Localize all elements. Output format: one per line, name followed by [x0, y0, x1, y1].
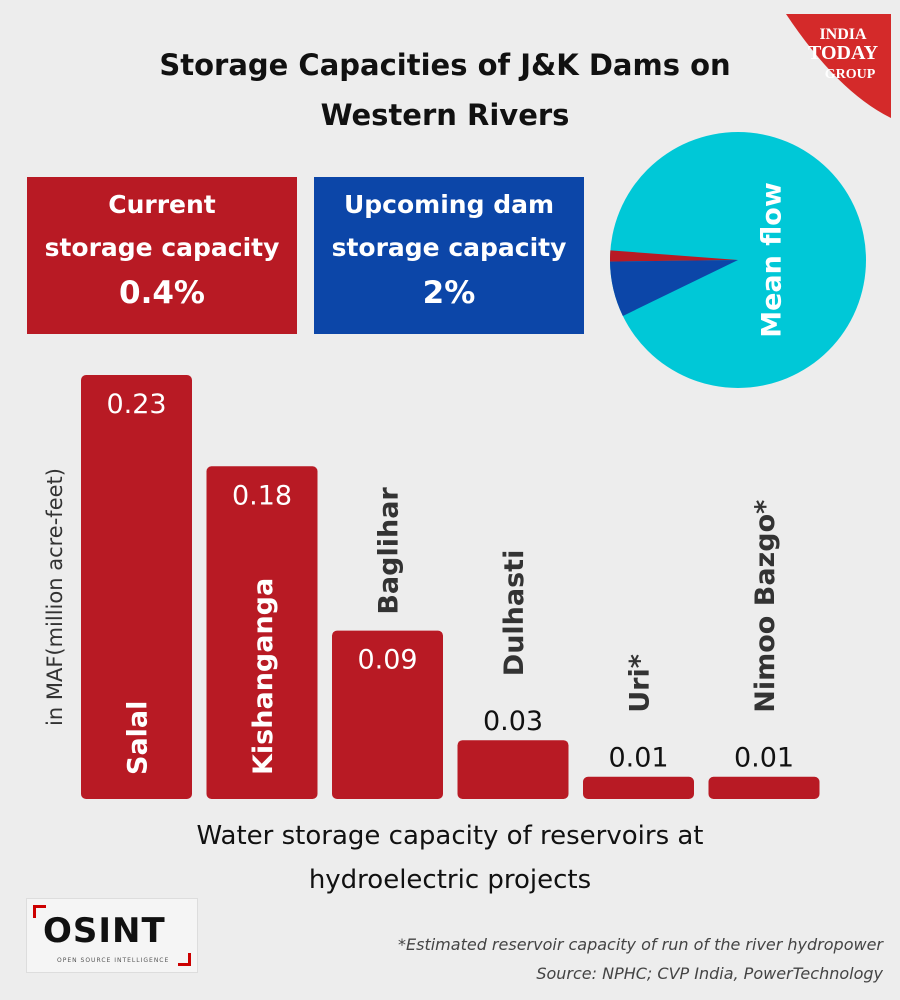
current-capacity-box: Current storage capacity 0.4% — [27, 177, 297, 334]
title-line-1: Storage Capacities of J&K Dams on — [159, 48, 731, 82]
osint-logo: OSINT OPEN SOURCE INTELLIGENCE — [26, 898, 198, 973]
svg-text:INDIA: INDIA — [819, 26, 867, 43]
category-label-nimoo-bazgo: Nimoo Bazgo* — [750, 500, 781, 713]
title-line-2: Western Rivers — [320, 98, 570, 132]
svg-text:TODAY: TODAY — [808, 42, 879, 64]
bar-dulhasti — [457, 740, 569, 799]
value-label-salal: 0.23 — [106, 389, 166, 420]
upcoming-label-line-2: storage capacity — [331, 233, 567, 262]
india-today-logo: INDIA TODAY GROUP — [778, 12, 893, 122]
category-label-baglihar: Baglihar — [374, 487, 405, 615]
caption-line-1: Water storage capacity of reservoirs at — [196, 821, 704, 851]
osint-bracket-top-left — [33, 905, 46, 918]
pie-slice-upcoming — [610, 260, 738, 316]
value-label-nimoo-bazgo: 0.01 — [734, 743, 794, 774]
current-label-line-2: storage capacity — [44, 233, 280, 262]
category-label-uri: Uri* — [625, 654, 656, 713]
value-label-kishanganga: 0.18 — [232, 480, 292, 511]
chart-title: Storage Capacities of J&K Dams on Wester… — [100, 40, 790, 140]
bar-salal — [81, 375, 192, 799]
bar-nimoo-bazgo — [708, 776, 820, 799]
footnote-source: Source: NPHC; CVP India, PowerTechnology — [536, 964, 883, 983]
y-axis-label: in MAF(million acre-feet) — [43, 468, 67, 726]
osint-bracket-bottom-right — [178, 953, 191, 966]
pie-label-mean-flow: Mean flow — [757, 182, 788, 338]
x-axis-caption: Water storage capacity of reservoirs at … — [150, 814, 750, 902]
osint-logo-text: OSINT — [43, 911, 166, 951]
upcoming-label-line-1: Upcoming dam — [343, 190, 555, 219]
category-label-dulhasti: Dulhasti — [499, 550, 530, 677]
value-label-baglihar: 0.09 — [357, 645, 417, 676]
category-label-kishanganga: Kishanganga — [248, 578, 279, 775]
footnote: *Estimated reservoir capacity of run of … — [398, 930, 883, 988]
bar-uri — [583, 776, 694, 799]
pie-slice-current — [610, 250, 738, 262]
upcoming-capacity-value: 2% — [422, 275, 476, 311]
osint-logo-subtext: OPEN SOURCE INTELLIGENCE — [57, 957, 170, 964]
mean-flow-pie-chart: Mean flow — [610, 132, 866, 388]
current-capacity-value: 0.4% — [119, 275, 205, 311]
caption-line-2: hydroelectric projects — [308, 865, 592, 895]
value-label-uri: 0.01 — [608, 743, 668, 774]
upcoming-capacity-box: Upcoming dam storage capacity 2% — [314, 177, 584, 334]
current-label-line-1: Current — [108, 190, 216, 219]
bar-baglihar — [332, 630, 443, 799]
value-label-dulhasti: 0.03 — [483, 706, 543, 737]
svg-text:GROUP: GROUP — [825, 67, 876, 82]
footnote-note: *Estimated reservoir capacity of run of … — [398, 935, 883, 954]
bar-kishanganga — [206, 466, 318, 799]
category-label-salal: Salal — [123, 701, 154, 775]
